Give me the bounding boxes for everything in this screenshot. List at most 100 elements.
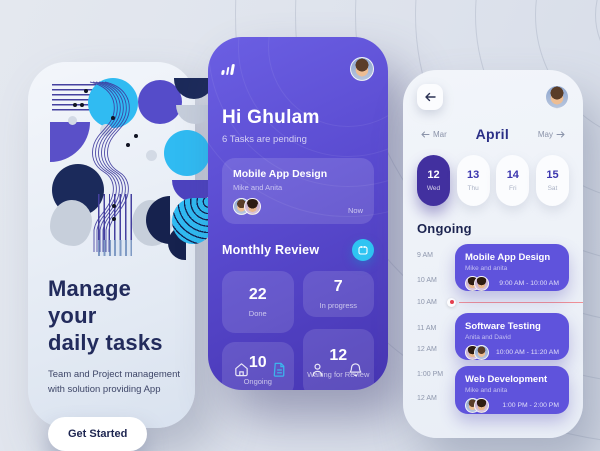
art-dot [112, 217, 116, 221]
current-task-card[interactable]: Mobile App Design Mike and Anita Now [222, 158, 374, 224]
greeting: Hi Ghulam [222, 107, 320, 128]
back-button[interactable] [417, 84, 443, 110]
art-shape [174, 78, 214, 99]
next-month-button[interactable]: May [538, 130, 565, 139]
event-card-software-testing[interactable]: Software Testing Anita and David 10:00 A… [455, 313, 569, 360]
task-avatars [233, 198, 261, 215]
date-pill-14[interactable]: 14 Fri [496, 155, 530, 206]
art-dot [111, 116, 115, 120]
art-dot [84, 89, 88, 93]
event-title: Mobile App Design [465, 252, 551, 263]
art-shape [172, 198, 214, 244]
get-started-button[interactable]: Get Started [48, 416, 148, 451]
dashboard-screen: Hi Ghulam 6 Tasks are pending Mobile App… [208, 37, 388, 390]
section-title: Ongoing [417, 221, 472, 236]
notifications-bell-icon[interactable] [347, 361, 364, 378]
bar [230, 63, 235, 75]
time-label: 10 AM [417, 299, 437, 306]
page-title: Manage your daily tasks [48, 276, 163, 355]
art-dot [73, 103, 77, 107]
bottom-nav [222, 361, 374, 378]
pending-tasks-text: 6 Tasks are pending [222, 134, 307, 145]
stat-label: Done [248, 309, 267, 318]
date-pill-13[interactable]: 13 Thu [456, 155, 490, 206]
art-shape [68, 116, 77, 125]
art-dot [112, 204, 116, 208]
prev-month-label: Mar [433, 129, 447, 139]
art-shape [164, 130, 210, 176]
stat-card-in-progress[interactable]: 7 In progress [302, 271, 374, 317]
s-curve-lines [89, 81, 130, 252]
time-label: 12 AM [417, 346, 437, 353]
time-label: 10 AM [417, 277, 437, 284]
stat-value: 22 [248, 286, 267, 303]
task-title: Mobile App Design [233, 168, 328, 180]
event-time-range: 1:00 PM - 2:00 PM [502, 402, 559, 409]
timeline: 9 AM 10 AM 10 AM 11 AM 12 AM 1:00 PM 12 … [417, 244, 583, 429]
user-avatar[interactable] [350, 57, 374, 81]
event-avatars [465, 398, 489, 413]
event-time-range: 10:00 AM - 11:20 AM [496, 349, 559, 356]
user-avatar[interactable] [545, 85, 569, 109]
stats-bars-icon[interactable] [221, 63, 235, 75]
date-pill-12[interactable]: 12 Wed [417, 155, 450, 206]
arrow-left-icon [421, 131, 430, 137]
time-label: 1:00 PM [417, 371, 444, 378]
avatar [244, 198, 261, 215]
arrow-right-icon [556, 131, 565, 137]
task-status: Now [347, 206, 363, 215]
event-card-web-development[interactable]: Web Development Mike and anita 1:00 PM -… [455, 366, 569, 414]
current-time-dot [447, 297, 456, 307]
art-dot [134, 134, 138, 138]
section-title: Monthly Review [222, 243, 320, 257]
date-pill-15[interactable]: 15 Sat [535, 155, 569, 206]
onboarding-screen: Manage your daily tasks Team and Project… [28, 62, 216, 451]
calendar-action-button[interactable] [352, 239, 374, 261]
date-number: 15 [546, 169, 559, 181]
art-shape [138, 80, 182, 124]
calendar-icon [358, 246, 368, 255]
stat-card-ongoing[interactable]: 10 Ongoing [222, 342, 294, 390]
art-dot [126, 143, 130, 147]
home-icon[interactable] [233, 361, 250, 378]
schedule-screen: Mar April May 12 Wed 13 Thu 14 Fri 15 Sa… [403, 70, 583, 438]
art-shape [176, 105, 214, 124]
event-avatars [465, 276, 489, 291]
tasks-file-icon[interactable] [271, 361, 288, 378]
avatar [474, 345, 489, 360]
next-month-label: May [537, 129, 553, 139]
time-label: 12 AM [417, 395, 437, 402]
date-selector: 12 Wed 13 Thu 14 Fri 15 Sat [417, 155, 569, 206]
stat-label: In progress [319, 301, 358, 310]
art-shape [146, 150, 157, 161]
event-time-range: 9:00 AM - 10:00 AM [499, 280, 559, 287]
art-shape [50, 200, 92, 246]
abstract-illustration [50, 78, 216, 260]
page-subtitle: Team and Project management with solutio… [48, 369, 181, 395]
stat-value: 12 [329, 347, 348, 364]
time-label: 11 AM [417, 325, 437, 332]
stat-value: 7 [333, 278, 343, 295]
date-number: 12 [427, 169, 440, 181]
date-number: 13 [467, 169, 480, 181]
arc [595, 0, 600, 85]
date-weekday: Fri [509, 185, 517, 192]
profile-icon[interactable] [309, 361, 326, 378]
event-card-mobile-app-design[interactable]: Mobile App Design Mike and anita 9:00 AM… [455, 244, 569, 291]
stat-value: 10 [248, 353, 267, 371]
avatar [474, 398, 489, 413]
date-number: 14 [506, 169, 519, 181]
stat-card-waiting-review[interactable]: 12 Waiting for Review [302, 329, 374, 390]
current-month-label: April [475, 126, 510, 142]
date-weekday: Thu [467, 185, 479, 192]
stat-label: Waiting for Review [307, 370, 370, 379]
avatar [474, 276, 489, 291]
stat-card-done[interactable]: 22 Done [222, 271, 294, 333]
event-title: Software Testing [465, 321, 541, 332]
current-time-line [459, 301, 583, 303]
prev-month-button[interactable]: Mar [421, 130, 447, 139]
event-avatars [465, 345, 489, 360]
art-dot [80, 103, 84, 107]
stat-label: Ongoing [243, 376, 272, 386]
art-shape [98, 240, 132, 256]
